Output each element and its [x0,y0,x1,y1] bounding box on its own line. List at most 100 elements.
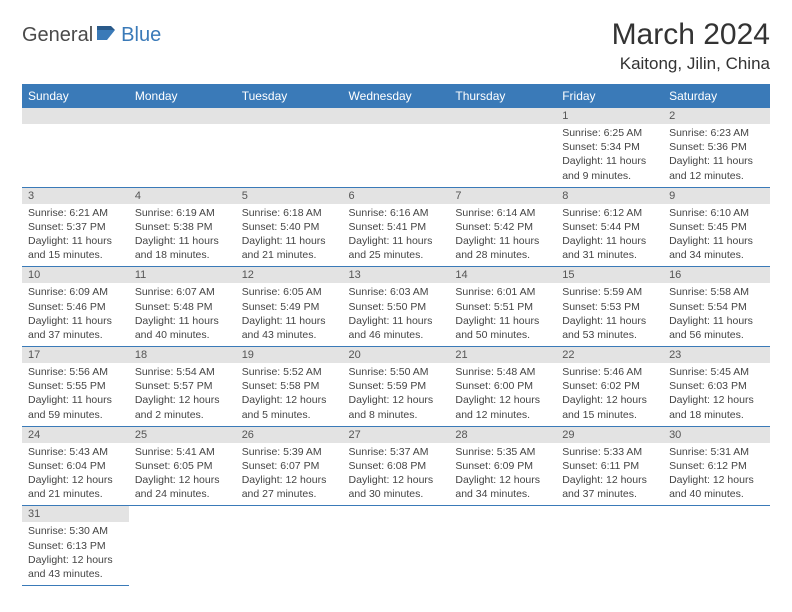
day-number: 22 [556,347,663,363]
month-title: March 2024 [612,18,770,52]
day-number: 4 [129,188,236,204]
day-header: Saturday [663,84,770,108]
calendar-cell: 11Sunrise: 6:07 AMSunset: 5:48 PMDayligh… [129,267,236,347]
day-details: Sunrise: 6:01 AMSunset: 5:51 PMDaylight:… [449,283,556,346]
calendar-cell [556,506,663,586]
calendar-cell: 29Sunrise: 5:33 AMSunset: 6:11 PMDayligh… [556,426,663,506]
day-number: 24 [22,427,129,443]
day-details: Sunrise: 5:41 AMSunset: 6:05 PMDaylight:… [129,443,236,506]
day-details: Sunrise: 6:10 AMSunset: 5:45 PMDaylight:… [663,204,770,267]
calendar-cell: 25Sunrise: 5:41 AMSunset: 6:05 PMDayligh… [129,426,236,506]
calendar-cell: 22Sunrise: 5:46 AMSunset: 6:02 PMDayligh… [556,347,663,427]
calendar-cell [129,108,236,187]
day-details: Sunrise: 5:58 AMSunset: 5:54 PMDaylight:… [663,283,770,346]
day-details: Sunrise: 6:18 AMSunset: 5:40 PMDaylight:… [236,204,343,267]
day-details: Sunrise: 5:37 AMSunset: 6:08 PMDaylight:… [343,443,450,506]
day-number: 6 [343,188,450,204]
day-details: Sunrise: 6:03 AMSunset: 5:50 PMDaylight:… [343,283,450,346]
day-number: 16 [663,267,770,283]
calendar-cell [129,506,236,586]
day-number: 28 [449,427,556,443]
day-header: Sunday [22,84,129,108]
calendar-cell: 17Sunrise: 5:56 AMSunset: 5:55 PMDayligh… [22,347,129,427]
calendar-table: SundayMondayTuesdayWednesdayThursdayFrid… [22,84,770,586]
calendar-cell: 3Sunrise: 6:21 AMSunset: 5:37 PMDaylight… [22,187,129,267]
day-number: 2 [663,108,770,124]
header: General Blue March 2024 Kaitong, Jilin, … [22,18,770,74]
day-details: Sunrise: 5:33 AMSunset: 6:11 PMDaylight:… [556,443,663,506]
calendar-cell: 23Sunrise: 5:45 AMSunset: 6:03 PMDayligh… [663,347,770,427]
calendar-cell: 28Sunrise: 5:35 AMSunset: 6:09 PMDayligh… [449,426,556,506]
day-details: Sunrise: 6:21 AMSunset: 5:37 PMDaylight:… [22,204,129,267]
day-number: 27 [343,427,450,443]
day-details: Sunrise: 5:48 AMSunset: 6:00 PMDaylight:… [449,363,556,426]
day-details: Sunrise: 6:16 AMSunset: 5:41 PMDaylight:… [343,204,450,267]
calendar-cell [449,108,556,187]
day-number: 5 [236,188,343,204]
day-number: 25 [129,427,236,443]
day-number: 19 [236,347,343,363]
calendar-cell [236,108,343,187]
day-number: 30 [663,427,770,443]
day-header: Thursday [449,84,556,108]
calendar-cell: 10Sunrise: 6:09 AMSunset: 5:46 PMDayligh… [22,267,129,347]
day-details: Sunrise: 6:12 AMSunset: 5:44 PMDaylight:… [556,204,663,267]
day-number: 1 [556,108,663,124]
calendar-cell [343,108,450,187]
calendar-cell: 7Sunrise: 6:14 AMSunset: 5:42 PMDaylight… [449,187,556,267]
day-details: Sunrise: 6:25 AMSunset: 5:34 PMDaylight:… [556,124,663,187]
brand-logo: General Blue [22,18,161,47]
day-number: 10 [22,267,129,283]
day-number: 21 [449,347,556,363]
day-number: 23 [663,347,770,363]
day-details: Sunrise: 5:31 AMSunset: 6:12 PMDaylight:… [663,443,770,506]
day-details: Sunrise: 5:50 AMSunset: 5:59 PMDaylight:… [343,363,450,426]
calendar-cell: 31Sunrise: 5:30 AMSunset: 6:13 PMDayligh… [22,506,129,586]
calendar-cell: 26Sunrise: 5:39 AMSunset: 6:07 PMDayligh… [236,426,343,506]
day-details: Sunrise: 5:39 AMSunset: 6:07 PMDaylight:… [236,443,343,506]
day-number: 8 [556,188,663,204]
day-number: 13 [343,267,450,283]
calendar-cell: 27Sunrise: 5:37 AMSunset: 6:08 PMDayligh… [343,426,450,506]
calendar-cell: 16Sunrise: 5:58 AMSunset: 5:54 PMDayligh… [663,267,770,347]
calendar-cell: 12Sunrise: 6:05 AMSunset: 5:49 PMDayligh… [236,267,343,347]
calendar-cell: 4Sunrise: 6:19 AMSunset: 5:38 PMDaylight… [129,187,236,267]
calendar-cell: 13Sunrise: 6:03 AMSunset: 5:50 PMDayligh… [343,267,450,347]
day-number: 31 [22,506,129,522]
calendar-cell: 2Sunrise: 6:23 AMSunset: 5:36 PMDaylight… [663,108,770,187]
calendar-cell [236,506,343,586]
day-details: Sunrise: 5:45 AMSunset: 6:03 PMDaylight:… [663,363,770,426]
day-number: 29 [556,427,663,443]
day-header: Friday [556,84,663,108]
title-block: March 2024 Kaitong, Jilin, China [612,18,770,74]
calendar-cell [449,506,556,586]
day-number: 18 [129,347,236,363]
brand-part2: Blue [121,24,161,47]
day-number: 9 [663,188,770,204]
day-number: 15 [556,267,663,283]
day-number: 3 [22,188,129,204]
day-details: Sunrise: 5:43 AMSunset: 6:04 PMDaylight:… [22,443,129,506]
location-subtitle: Kaitong, Jilin, China [612,54,770,74]
day-details: Sunrise: 5:54 AMSunset: 5:57 PMDaylight:… [129,363,236,426]
day-details: Sunrise: 6:09 AMSunset: 5:46 PMDaylight:… [22,283,129,346]
calendar-cell: 6Sunrise: 6:16 AMSunset: 5:41 PMDaylight… [343,187,450,267]
day-header: Tuesday [236,84,343,108]
calendar-cell: 19Sunrise: 5:52 AMSunset: 5:58 PMDayligh… [236,347,343,427]
calendar-cell: 18Sunrise: 5:54 AMSunset: 5:57 PMDayligh… [129,347,236,427]
day-details: Sunrise: 5:46 AMSunset: 6:02 PMDaylight:… [556,363,663,426]
calendar-head: SundayMondayTuesdayWednesdayThursdayFrid… [22,84,770,108]
calendar-cell: 24Sunrise: 5:43 AMSunset: 6:04 PMDayligh… [22,426,129,506]
calendar-cell: 21Sunrise: 5:48 AMSunset: 6:00 PMDayligh… [449,347,556,427]
calendar-cell: 9Sunrise: 6:10 AMSunset: 5:45 PMDaylight… [663,187,770,267]
day-details: Sunrise: 6:19 AMSunset: 5:38 PMDaylight:… [129,204,236,267]
day-details: Sunrise: 5:59 AMSunset: 5:53 PMDaylight:… [556,283,663,346]
day-details: Sunrise: 5:30 AMSunset: 6:13 PMDaylight:… [22,522,129,585]
calendar-cell [343,506,450,586]
day-number: 26 [236,427,343,443]
day-number: 12 [236,267,343,283]
day-details: Sunrise: 5:56 AMSunset: 5:55 PMDaylight:… [22,363,129,426]
calendar-cell: 8Sunrise: 6:12 AMSunset: 5:44 PMDaylight… [556,187,663,267]
calendar-cell: 5Sunrise: 6:18 AMSunset: 5:40 PMDaylight… [236,187,343,267]
calendar-cell [663,506,770,586]
